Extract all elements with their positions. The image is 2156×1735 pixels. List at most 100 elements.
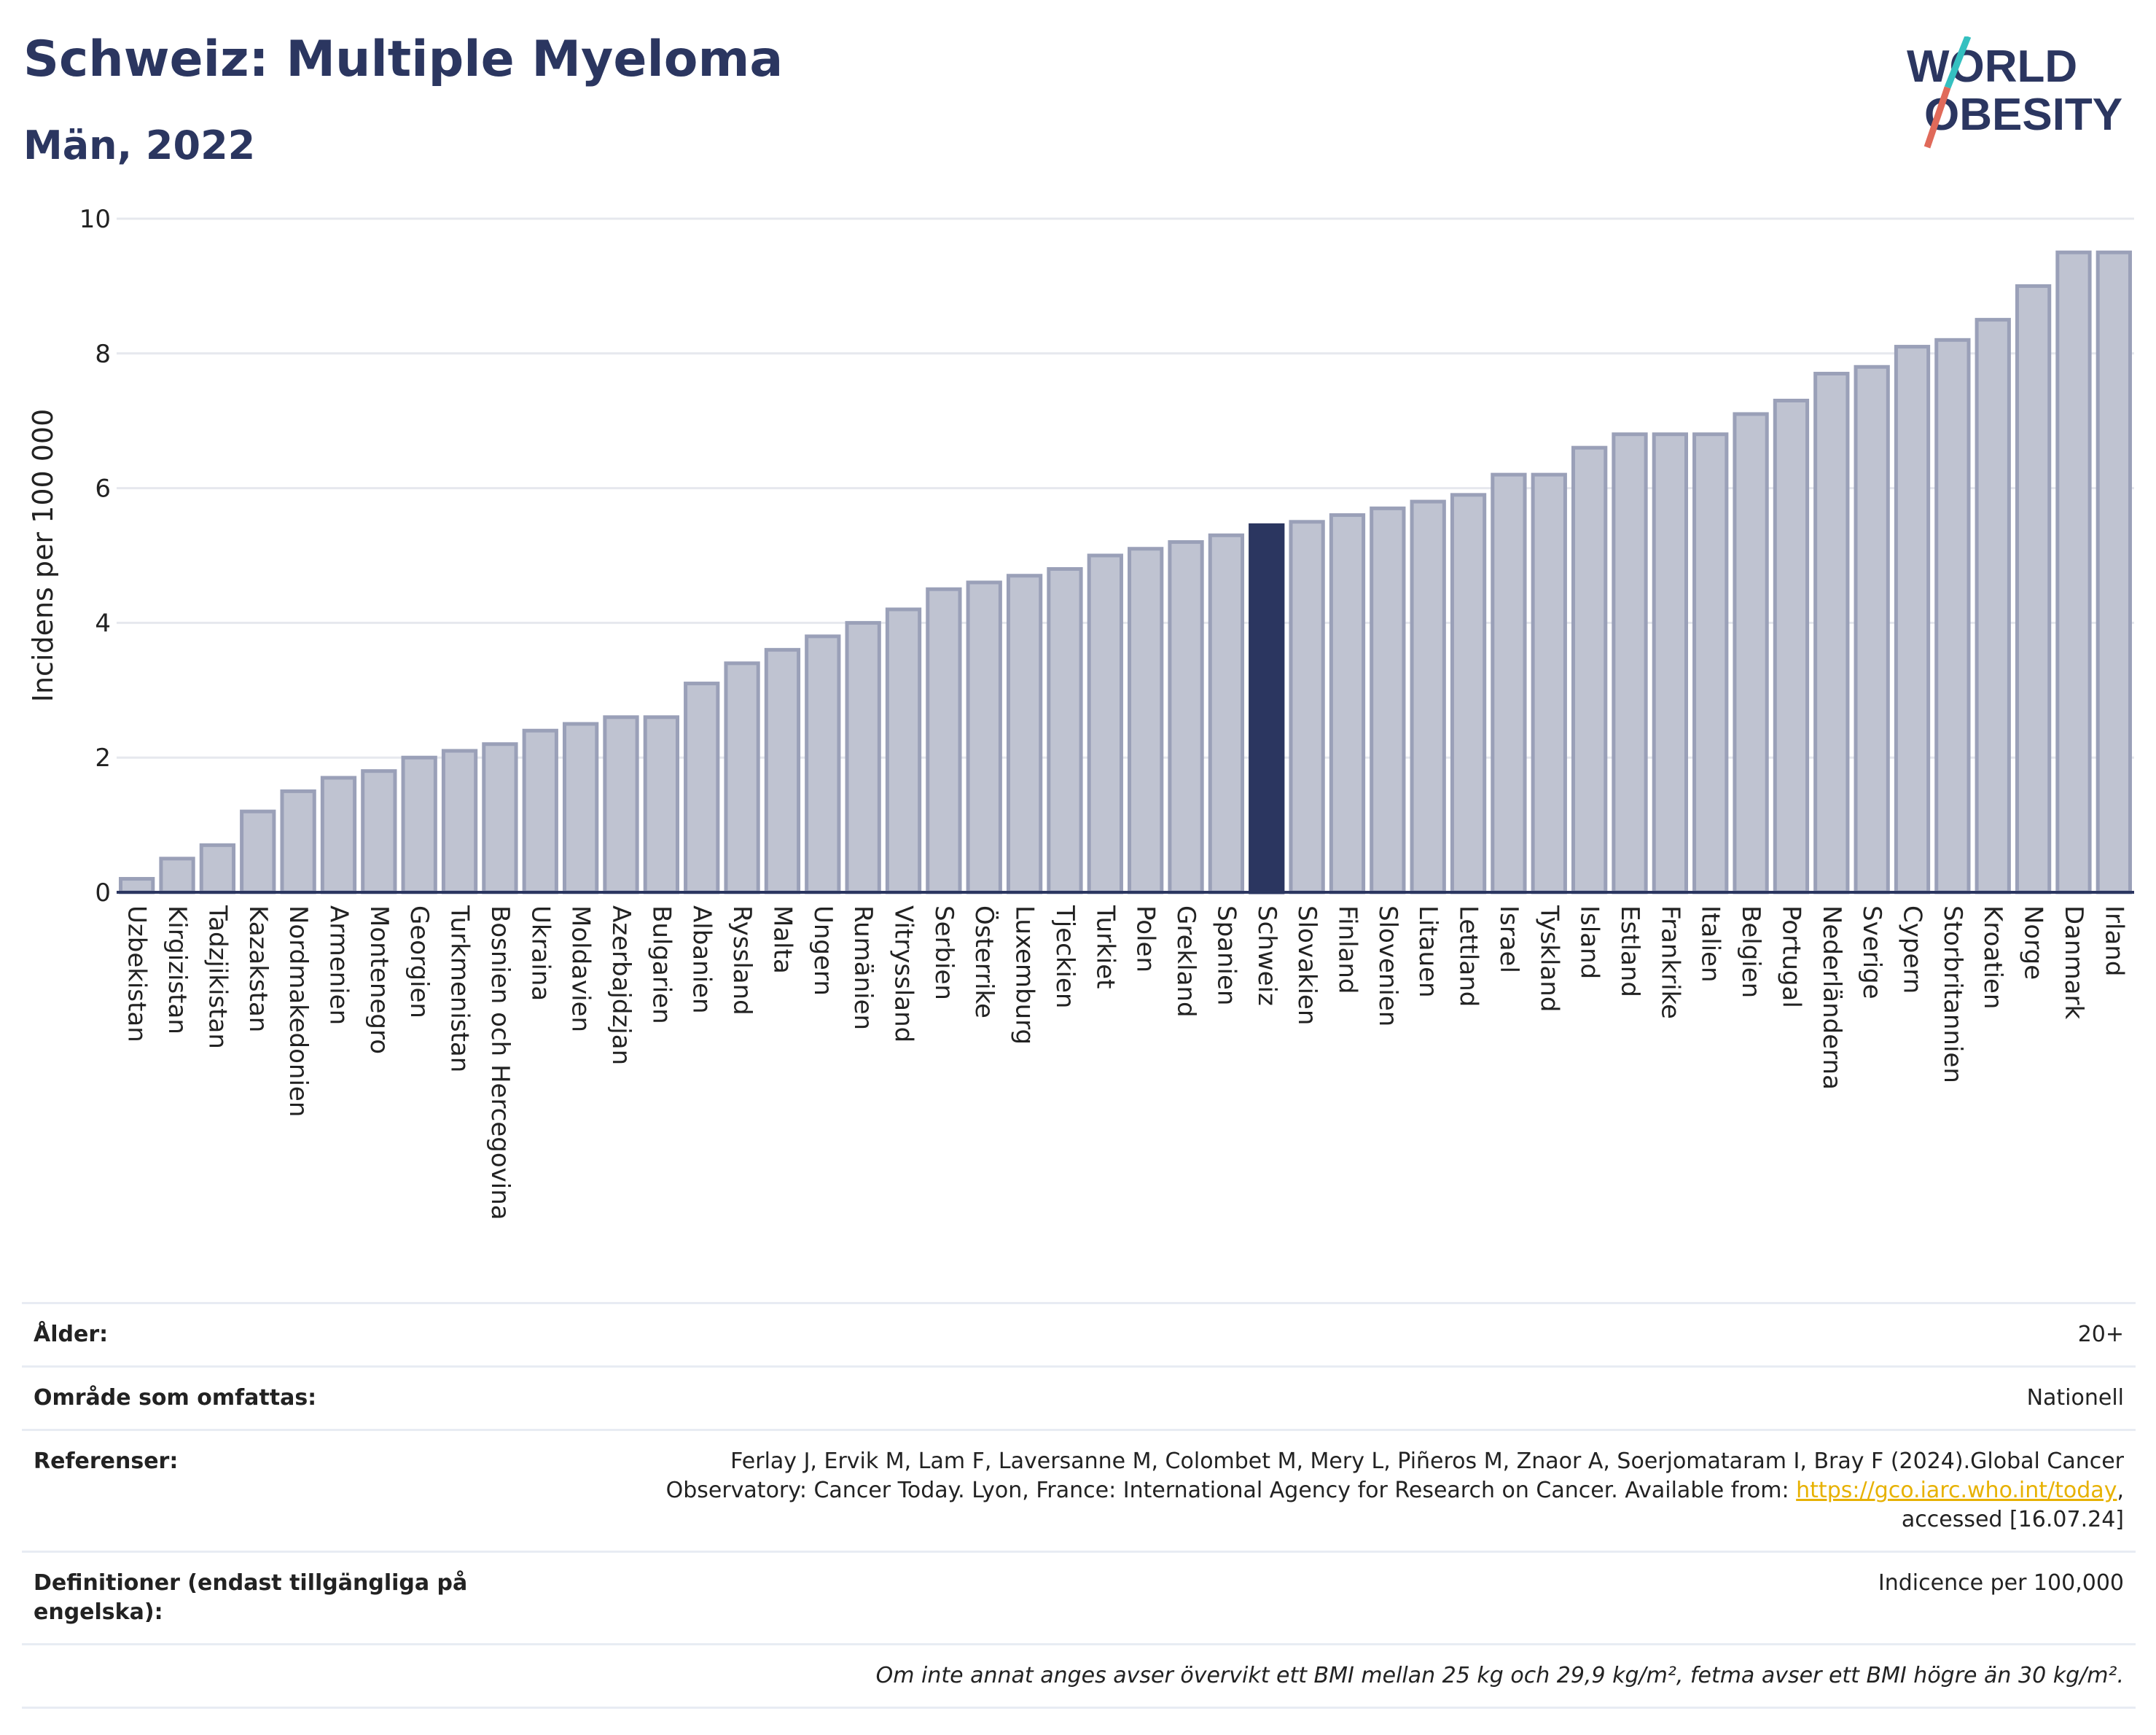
x-tick-label: Finland	[1332, 905, 1362, 994]
bar	[1289, 520, 1325, 894]
x-tick-label: Portugal	[1776, 905, 1805, 1008]
x-tick-label: Italien	[1696, 905, 1725, 983]
x-tick-label: Polen	[1131, 905, 1160, 972]
bar	[1006, 574, 1043, 894]
x-tick-label: Albanien	[687, 905, 716, 1014]
x-tick-label: Slovakien	[1292, 905, 1321, 1025]
area-value: Nationell	[2026, 1385, 2124, 1411]
x-tick-label: Malta	[768, 905, 797, 974]
y-tick-label: 0	[95, 878, 111, 908]
x-tick-label: Armenien	[324, 905, 353, 1025]
x-tick-label: Turkmenistan	[445, 905, 474, 1072]
page-subtitle: Män, 2022	[23, 122, 256, 168]
area-row: Område som omfattas: Nationell	[22, 1365, 2136, 1429]
bar	[522, 728, 558, 894]
x-tick-label: Slovenien	[1373, 905, 1402, 1026]
x-tick-label: Georgien	[405, 905, 434, 1018]
x-tick-label: Moldavien	[566, 905, 595, 1032]
x-tick-label: Storbritannien	[1938, 905, 1967, 1083]
definitions-value: Indicence per 100,000	[1878, 1570, 2124, 1596]
bar	[199, 843, 236, 894]
x-tick-label: Litauen	[1413, 905, 1442, 998]
x-tick-label: Sverige	[1857, 905, 1886, 999]
x-tick-label: Island	[1575, 905, 1604, 979]
definitions-label: Definitioner (endast tillgängliga på eng…	[34, 1570, 468, 1625]
x-tick-label: Norge	[2019, 905, 2048, 980]
x-tick-label: Lettland	[1454, 905, 1483, 1007]
x-tick-label: Nederländerna	[1817, 905, 1846, 1090]
x-tick-label: Kirgizistan	[163, 905, 192, 1034]
x-tick-label: Uzbekistan	[122, 905, 152, 1042]
x-tick-label: Turkiet	[1090, 905, 1120, 989]
x-tick-label: Serbien	[929, 905, 958, 1000]
info-table: Ålder: 20+ Område som omfattas: Nationel…	[22, 1302, 2136, 1709]
note-spacer	[34, 1661, 500, 1691]
bar	[603, 715, 639, 894]
bar	[1410, 499, 1446, 894]
bar	[1128, 547, 1164, 894]
x-tick-label: Spanien	[1211, 905, 1241, 1005]
age-value: 20+	[2077, 1322, 2124, 1347]
bar	[1733, 412, 1769, 894]
bar	[1491, 472, 1527, 894]
bar	[1652, 432, 1689, 894]
bar	[1773, 398, 1810, 894]
page-title: Schweiz: Multiple Myeloma	[23, 31, 784, 88]
logo-slash-red	[1923, 86, 1951, 149]
bar	[966, 580, 1002, 894]
bar	[1934, 338, 1971, 894]
x-tick-label: Bulgarien	[647, 905, 676, 1024]
bar	[1531, 472, 1567, 894]
bar	[1975, 318, 2011, 894]
definitions-row: Definitioner (endast tillgängliga på eng…	[22, 1551, 2136, 1643]
references-accessed: , accessed [16.07.24]	[1901, 1478, 2124, 1532]
y-tick-label: 6	[95, 475, 111, 504]
bar	[805, 634, 841, 894]
bar	[1249, 523, 1285, 894]
y-tick-label: 2	[95, 744, 111, 773]
x-tick-label: Belgien	[1736, 905, 1765, 998]
bar	[1854, 364, 1890, 894]
bar	[159, 857, 195, 894]
references-value: Ferlay J, Ervik M, Lam F, Laversanne M, …	[593, 1447, 2124, 1535]
bar	[1208, 533, 1245, 894]
x-tick-label: Israel	[1494, 905, 1523, 973]
bar	[482, 742, 518, 894]
bar	[401, 755, 437, 894]
y-tick-label: 8	[95, 340, 111, 369]
bar-chart: 0 2 4 6 8 10 Incidens per 100 000 Uzbekistan Kir…	[27, 205, 2134, 1220]
x-tick-label: Nordmakedonien	[284, 905, 313, 1117]
bar	[2015, 284, 2052, 894]
logo-line2: OBESITY	[1924, 90, 2122, 140]
x-tick-label: Ukraina	[526, 905, 555, 1001]
bar	[724, 661, 760, 894]
bar	[1168, 540, 1204, 894]
references-row: Referenser: Ferlay J, Ervik M, Lam F, La…	[22, 1429, 2136, 1551]
bar	[280, 789, 316, 894]
x-tick-label: Rumänien	[848, 905, 878, 1030]
x-tick-label: Montenegro	[364, 905, 394, 1054]
x-tick-label: Schweiz	[1252, 905, 1281, 1006]
y-tick-label: 4	[95, 609, 111, 638]
bar	[1047, 566, 1083, 894]
x-tick-label: Frankrike	[1655, 905, 1684, 1019]
x-tick-label: Azerbajdzjan	[606, 905, 636, 1065]
bar	[2055, 250, 2092, 894]
bar	[119, 877, 155, 894]
bar	[926, 587, 962, 894]
bar	[1894, 345, 1931, 894]
x-tick-label: Tjeckien	[1050, 905, 1079, 1008]
x-tick-label: Luxemburg	[1010, 905, 1039, 1045]
bar	[1087, 553, 1123, 894]
references-link[interactable]: https://gco.iarc.who.int/today	[1796, 1478, 2117, 1503]
references-text: Ferlay J, Ervik M, Lam F, Laversanne M, …	[665, 1449, 2124, 1503]
bmi-note: Om inte annat anges avser övervikt ett B…	[875, 1663, 2124, 1688]
x-tick-label: Grekland	[1171, 905, 1200, 1018]
x-tick-label: Vitryssland	[889, 905, 918, 1042]
y-tick-label: 10	[79, 205, 111, 234]
logo-slash-teal	[1944, 36, 1972, 89]
x-tick-label: Danmark	[2059, 905, 2088, 1019]
bar	[2096, 250, 2132, 894]
x-tick-label: Kazakstan	[243, 905, 273, 1032]
x-tick-label: Cypern	[1898, 905, 1927, 994]
